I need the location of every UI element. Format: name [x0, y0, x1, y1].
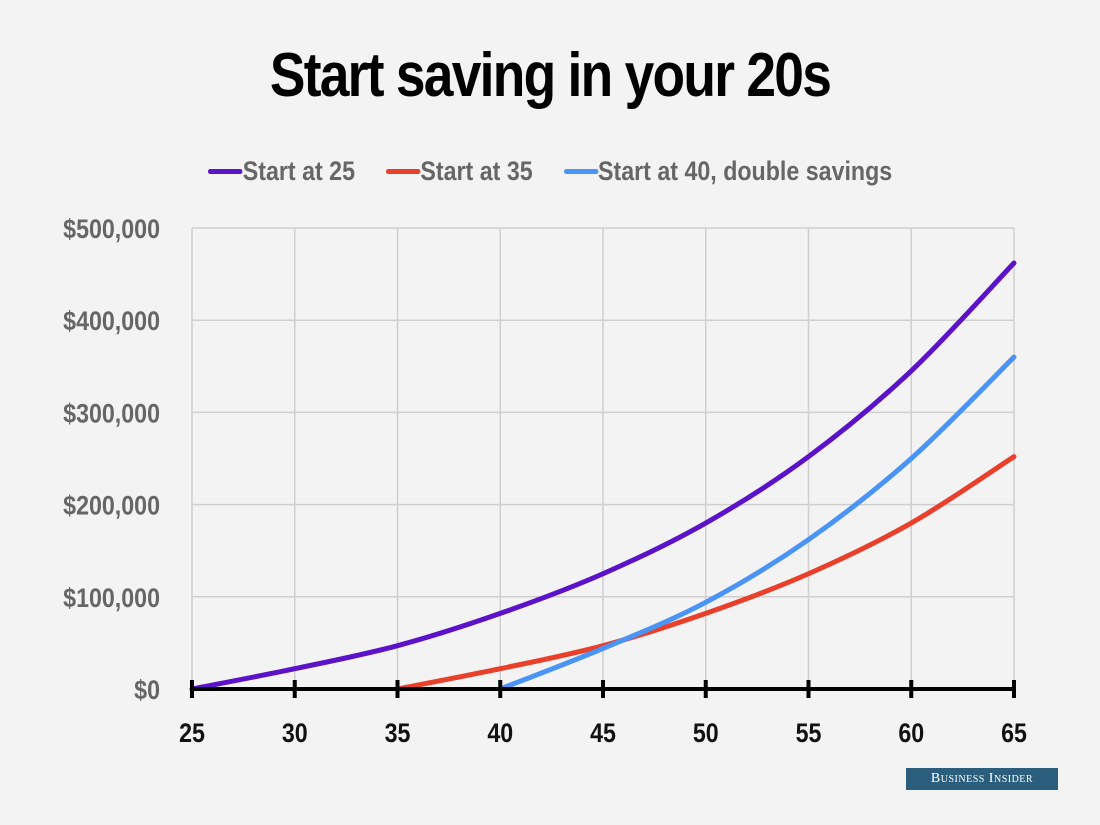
y-tick-label: $200,000 [63, 491, 160, 521]
series-line-1 [395, 454, 1017, 692]
y-tick-label: $300,000 [63, 399, 160, 429]
chart-title: Start saving in your 20s [269, 41, 832, 110]
gridlines [191, 227, 1015, 689]
x-tick-label: 35 [385, 718, 411, 748]
legend-item-start-35: Start at 35 [385, 156, 533, 187]
series-line-2 [497, 354, 1017, 692]
business-insider-logo: Business Insider [906, 768, 1058, 790]
legend-label: Start at 35 [420, 156, 533, 186]
chart-legend: Start at 25 Start at 35 Start at 40, dou… [77, 156, 1023, 187]
legend-item-start-40-double: Start at 40, double savings [563, 156, 893, 187]
x-tick-label: 60 [898, 718, 924, 748]
x-tick-label: 45 [590, 718, 616, 748]
x-tick-label: 25 [179, 718, 205, 748]
x-axis [190, 680, 1016, 698]
y-tick-label: $500,000 [63, 214, 160, 244]
x-axis-labels: 25 30 35 40 45 50 55 60 65 [179, 718, 1027, 748]
legend-swatch-icon [563, 169, 599, 174]
y-tick-label: $0 [134, 675, 160, 705]
x-tick-label: 65 [1001, 718, 1027, 748]
x-tick-label: 40 [487, 718, 513, 748]
x-tick-label: 50 [693, 718, 719, 748]
y-tick-label: $100,000 [63, 583, 160, 613]
x-tick-label: 30 [282, 718, 308, 748]
data-series [189, 260, 1017, 692]
legend-label: Start at 40, double savings [598, 156, 893, 186]
legend-item-start-25: Start at 25 [208, 156, 355, 187]
y-axis-labels: $0 $100,000 $200,000 $300,000 $400,000 $500,0… [63, 214, 160, 705]
legend-swatch-icon [208, 169, 243, 174]
legend-label: Start at 25 [242, 156, 356, 186]
x-tick-label: 55 [796, 718, 822, 748]
series-line-0 [189, 260, 1017, 692]
y-tick-label: $400,000 [63, 307, 160, 337]
legend-swatch-icon [385, 169, 421, 174]
